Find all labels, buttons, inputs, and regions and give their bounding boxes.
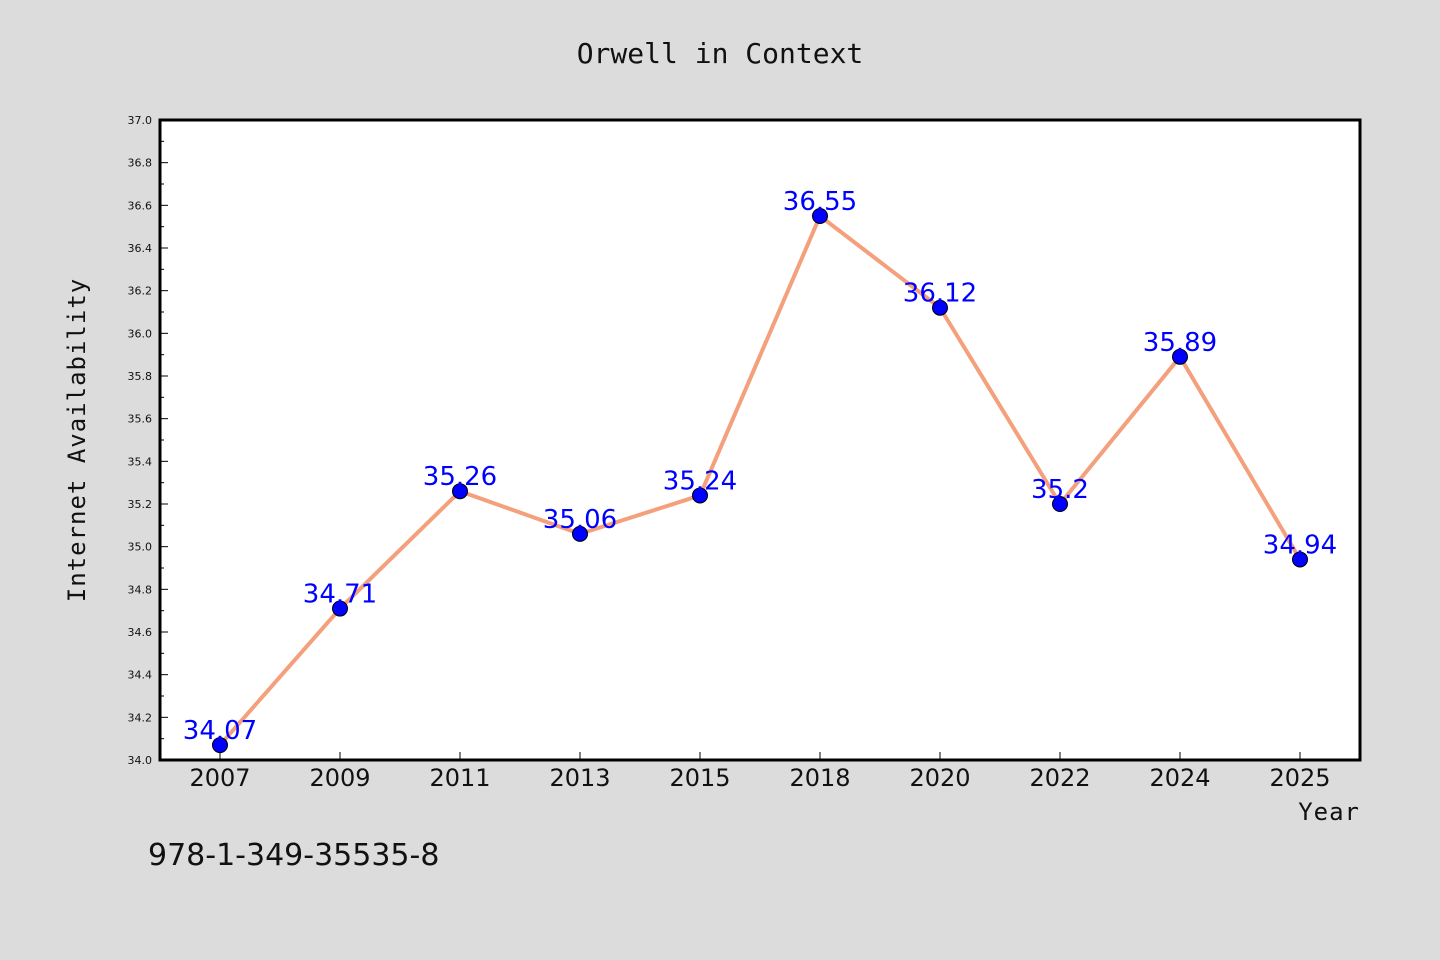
y-tick-label: 35.2 [128,498,153,511]
data-point [1172,348,1188,365]
x-tick-label: 2022 [1029,764,1090,792]
data-point [212,737,228,754]
y-tick-label: 35.6 [128,413,153,426]
isbn-annotation: 978-1-349-35535-8 [148,838,439,873]
data-label: 35.26 [423,462,497,492]
data-point [1052,496,1068,512]
x-tick-label: 2025 [1269,764,1330,792]
data-point [452,483,468,500]
data-point [1292,551,1308,568]
data-label: 34.71 [303,580,377,610]
x-tick-label: 2013 [549,764,610,792]
y-axis-label: Internet Availability [63,278,91,602]
data-label: 36.55 [783,187,857,217]
data-point [932,299,948,316]
y-tick-label: 35.4 [128,455,153,468]
y-tick-label: 37.0 [128,114,153,127]
chart-title: Orwell in Context [577,37,864,70]
x-axis: 2007 2009 2011 2013 2015 2018 2020 2022 2024 2025 [189,752,1331,792]
x-tick-label: 2007 [189,764,250,792]
data-label: 34.94 [1263,530,1337,560]
x-tick-label: 2009 [309,764,370,792]
y-tick-label: 36.0 [128,327,153,340]
data-label: 35.24 [663,466,737,496]
x-tick-label: 2018 [789,764,850,792]
y-tick-label: 35.8 [128,370,153,383]
y-tick-label: 34.4 [128,669,153,682]
y-tick-label: 35.0 [128,541,153,554]
y-tick-label: 36.6 [128,199,153,212]
data-point [572,525,588,542]
data-point [692,487,708,504]
x-tick-label: 2024 [1149,764,1210,792]
x-tick-label: 2020 [909,764,970,792]
data-label: 34.07 [183,716,257,746]
data-point [332,600,348,617]
data-point [812,208,828,224]
y-axis: 34.0 34.2 34.4 34.6 34.8 35.0 35.2 35.4 35.6 35.8… [128,114,168,767]
y-tick-label: 36.8 [128,157,153,170]
x-tick-label: 2015 [669,764,730,792]
data-label: 35.06 [543,505,617,535]
y-tick-label: 34.8 [128,583,153,596]
y-tick-label: 34.6 [128,626,153,639]
y-tick-label: 34.0 [128,754,153,767]
x-axis-label: Year [1298,798,1360,826]
y-tick-label: 36.4 [128,242,153,255]
series-layer: 34.07 34.71 35.26 35.06 35.24 36.55 36.12 35.2 3… [183,187,1337,754]
data-label: 35.2 [1031,475,1089,505]
series-line [218,214,1302,747]
data-label: 35.89 [1143,328,1217,358]
y-tick-label: 36.2 [128,285,153,298]
y-tick-label: 34.2 [128,711,153,724]
x-tick-label: 2011 [429,764,490,792]
plot-area [158,118,1362,762]
data-label: 36.12 [903,279,977,309]
